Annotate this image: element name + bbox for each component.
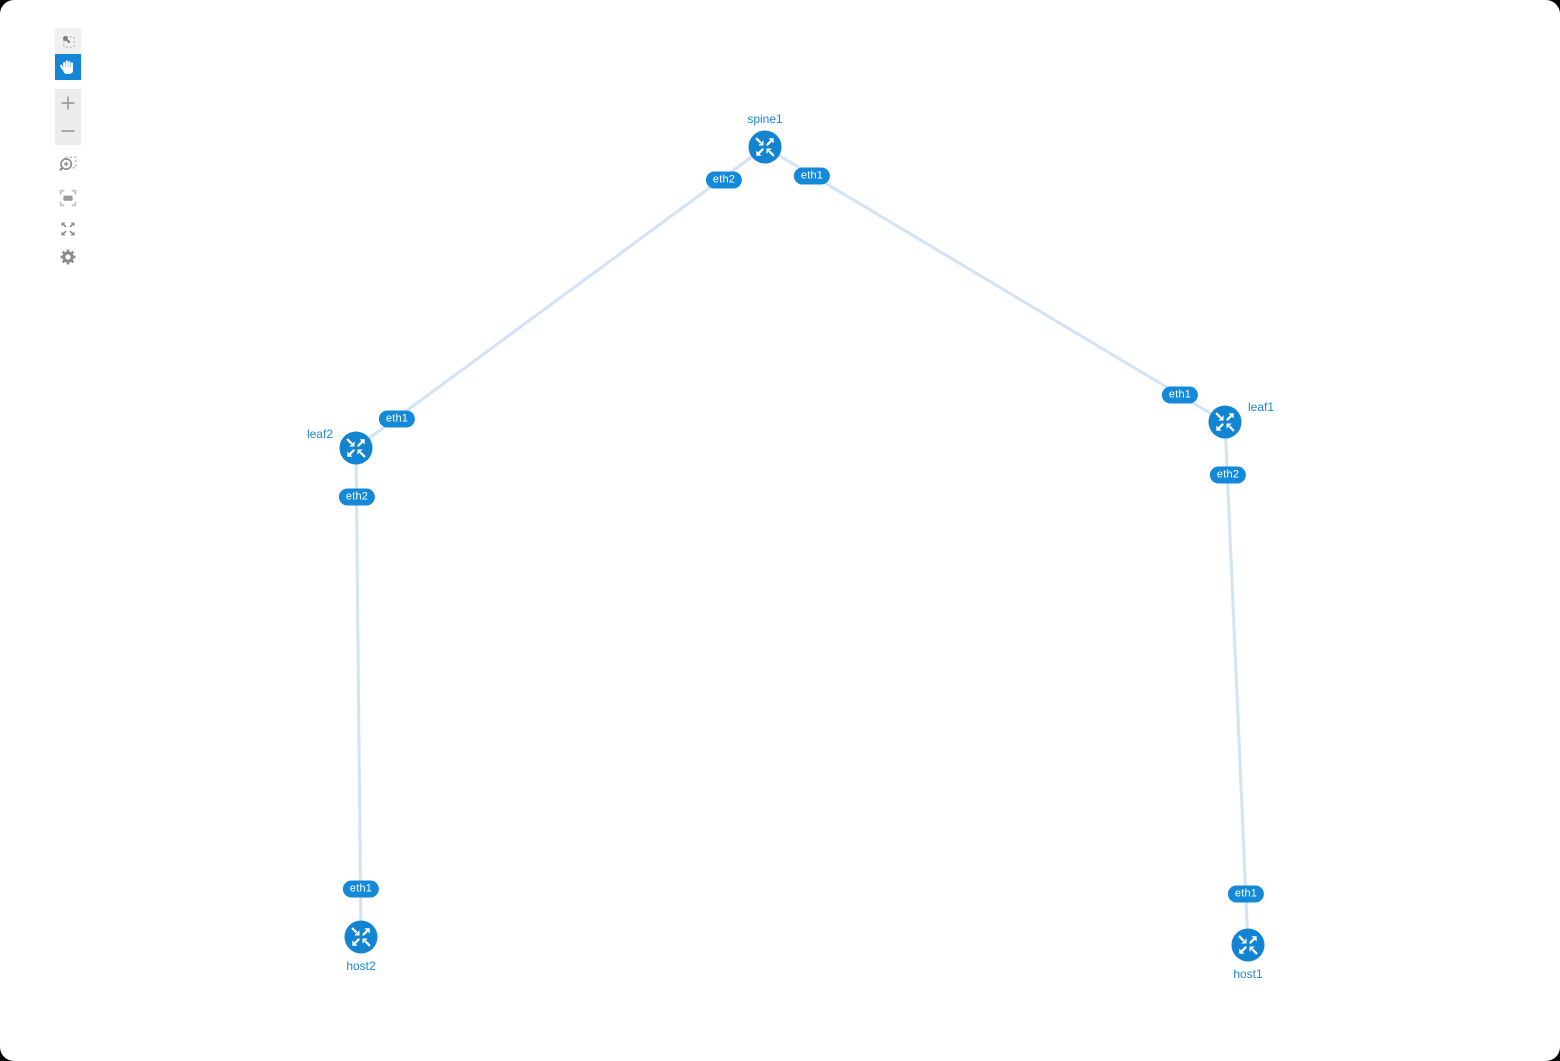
hand-icon [60,60,74,74]
node-spine1[interactable]: spine1 [747,112,783,164]
magnifier-selection-icon [59,156,77,171]
router-icon [344,920,378,954]
node-label: leaf1 [1248,400,1275,414]
interface-label-spine1-eth1: eth1 [793,167,831,185]
plus-icon [61,96,75,110]
settings-button[interactable] [55,246,81,268]
fullscreen-button[interactable] [55,218,81,240]
toolbar [55,28,81,268]
router-icon [339,431,373,465]
minus-icon [61,130,75,132]
interface-label-leaf2-eth1: eth1 [378,410,416,428]
zoom-selection-button[interactable] [55,154,81,176]
zoom-controls [55,89,81,145]
interface-label-host1-eth1: eth1 [1227,885,1265,903]
router-icon [1208,405,1242,439]
node-label: spine1 [747,112,783,126]
link-leaf2-eth2--host2-eth1[interactable] [354,447,363,938]
node-leaf2[interactable]: leaf2 [307,427,373,465]
zoom-out-button[interactable] [55,117,81,145]
interface-label-leaf1-eth2: eth2 [1209,466,1247,484]
interface-label-leaf1-eth1: eth1 [1161,386,1199,404]
select-tool-button[interactable] [55,28,81,54]
gear-icon [60,249,76,265]
link-spine1-eth1--leaf1-eth1[interactable] [764,145,1226,424]
router-icon [1231,928,1265,962]
pan-tool-button[interactable] [55,54,81,80]
router-icon [748,130,782,164]
node-label: host1 [1233,967,1263,981]
node-label: leaf2 [306,427,333,441]
zoom-in-button[interactable] [55,89,81,117]
node-host2[interactable]: host2 [344,920,378,973]
link-spine1-eth2--leaf2-eth1[interactable] [355,145,766,450]
link-leaf1-eth2--host1-eth1[interactable] [1223,421,1250,946]
node-leaf1[interactable]: leaf1 [1208,400,1274,439]
node-host1[interactable]: host1 [1231,928,1265,981]
fit-screen-icon [59,189,77,207]
interface-label-leaf2-eth2: eth2 [338,488,376,506]
expand-arrows-icon [61,222,75,236]
interface-label-host2-eth1: eth1 [342,880,380,898]
interface-label-spine1-eth2: eth2 [705,171,743,189]
fit-view-button[interactable] [55,187,81,209]
node-label: host2 [346,959,376,973]
lasso-select-icon [63,36,75,48]
